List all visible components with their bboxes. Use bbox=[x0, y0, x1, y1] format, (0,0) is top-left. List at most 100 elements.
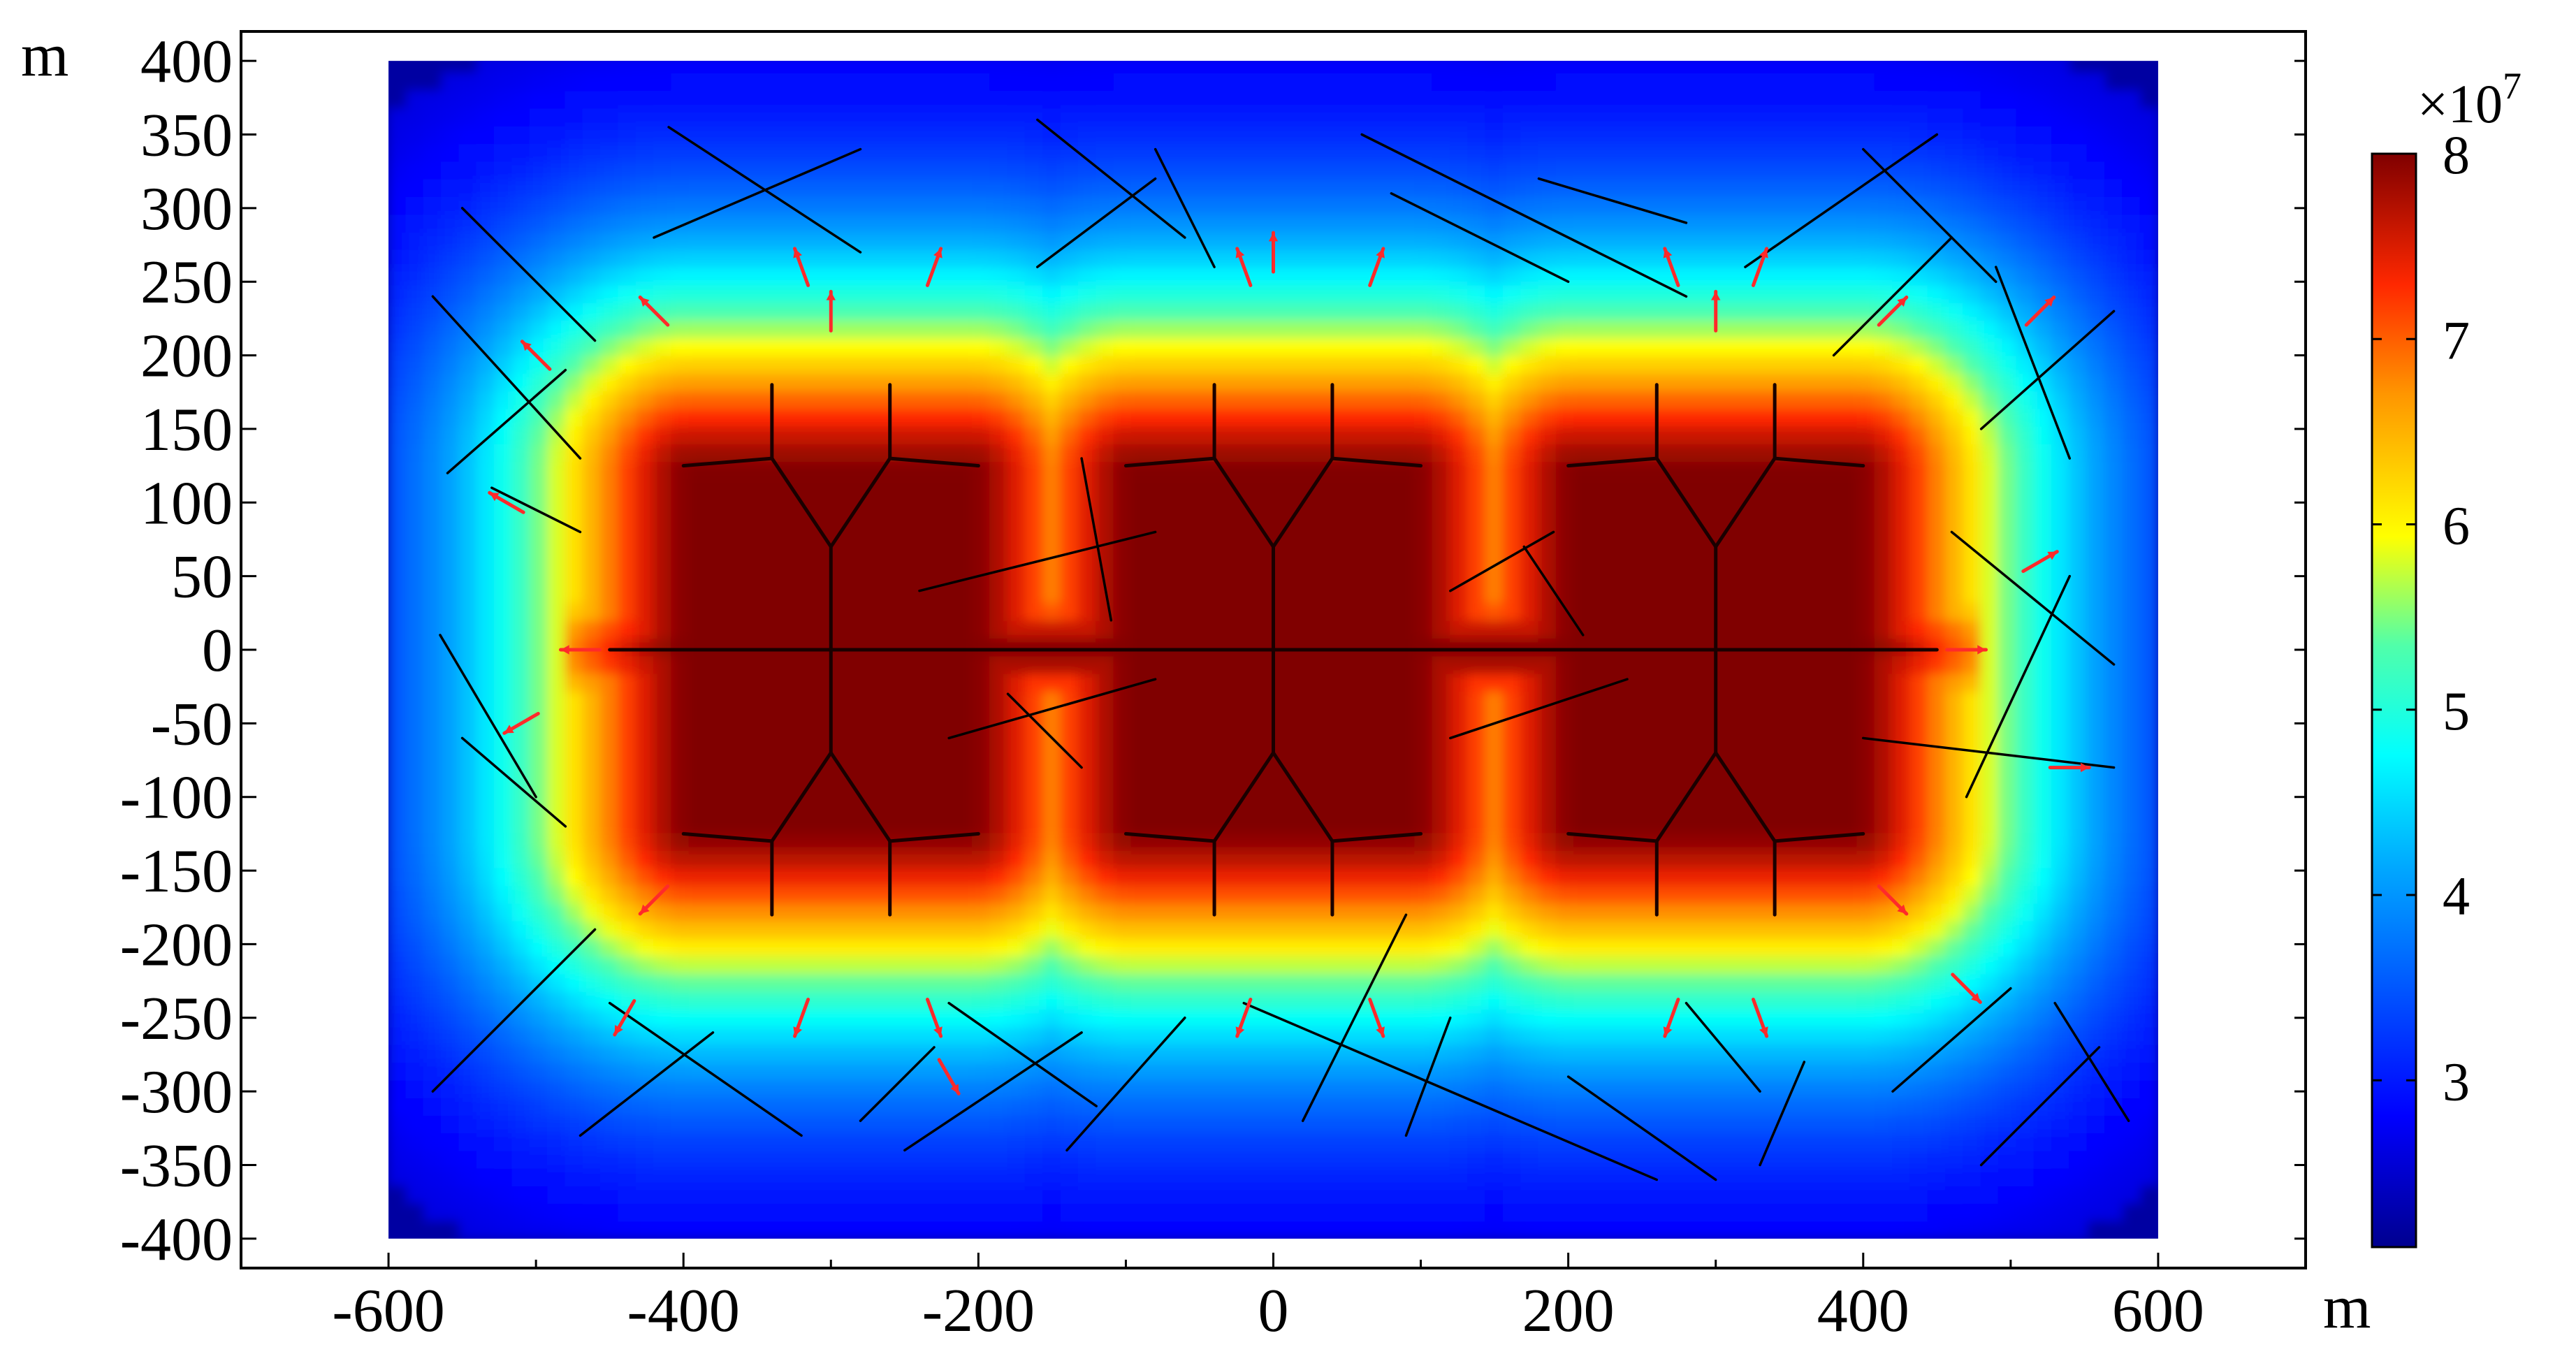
heatmap-cell bbox=[1184, 602, 1204, 621]
heatmap-cell bbox=[441, 1008, 460, 1028]
heatmap-cell bbox=[1077, 672, 1098, 692]
heatmap-cell bbox=[1219, 61, 1239, 73]
heatmap-cell bbox=[1502, 72, 1522, 92]
heatmap-cell bbox=[1396, 849, 1416, 868]
heatmap-cell bbox=[1432, 514, 1451, 533]
heatmap-cell bbox=[1024, 61, 1045, 73]
heatmap-cell bbox=[1096, 177, 1115, 197]
heatmap-cell bbox=[1414, 796, 1434, 815]
heatmap-cell bbox=[653, 973, 673, 992]
heatmap-cell bbox=[918, 301, 938, 321]
heatmap-cell bbox=[741, 973, 761, 992]
heatmap-cell bbox=[1414, 672, 1434, 692]
heatmap-cell bbox=[1149, 919, 1168, 939]
heatmap-cell bbox=[1520, 672, 1540, 692]
heatmap-cell bbox=[511, 919, 531, 939]
heatmap-cell bbox=[635, 196, 655, 215]
heatmap-cell bbox=[1077, 584, 1098, 604]
heatmap-cell bbox=[741, 814, 761, 833]
heatmap-cell bbox=[777, 1149, 796, 1169]
heatmap-cell bbox=[1538, 1061, 1557, 1081]
heatmap-cell bbox=[1024, 778, 1045, 798]
heatmap-cell bbox=[971, 1149, 991, 1169]
heatmap-cell bbox=[971, 284, 991, 303]
heatmap-cell bbox=[741, 460, 761, 480]
heatmap-cell bbox=[1573, 1167, 1593, 1186]
heatmap-cell bbox=[1308, 725, 1327, 745]
heatmap-cell bbox=[476, 495, 496, 516]
heatmap-cell bbox=[1024, 284, 1045, 303]
heatmap-cell bbox=[865, 761, 885, 780]
heatmap-cell bbox=[847, 1008, 867, 1028]
heatmap-cell bbox=[476, 177, 496, 197]
heatmap-cell bbox=[618, 177, 637, 197]
heatmap-cell bbox=[1502, 831, 1522, 851]
heatmap-cell bbox=[1237, 973, 1257, 992]
heatmap-cell bbox=[777, 354, 796, 374]
heatmap-cell bbox=[901, 1202, 920, 1222]
heatmap-cell bbox=[777, 89, 796, 109]
heatmap-cell bbox=[1555, 637, 1576, 657]
heatmap-cell bbox=[847, 72, 867, 92]
heatmap-cell bbox=[618, 637, 637, 657]
heatmap-cell bbox=[1361, 919, 1381, 939]
heatmap-cell bbox=[618, 284, 637, 303]
heatmap-cell bbox=[1113, 248, 1133, 268]
heatmap-cell bbox=[494, 831, 514, 851]
heatmap-cell bbox=[830, 708, 850, 727]
heatmap-cell bbox=[777, 725, 796, 745]
heatmap-cell bbox=[1538, 637, 1557, 657]
heatmap-cell bbox=[1042, 655, 1062, 674]
heatmap-cell bbox=[812, 390, 832, 409]
heatmap-cell bbox=[423, 1149, 443, 1169]
heatmap-cell bbox=[1697, 495, 1717, 516]
heatmap-cell bbox=[1661, 319, 1682, 339]
heatmap-cell bbox=[777, 761, 796, 780]
heatmap-cell bbox=[511, 213, 531, 233]
heatmap-cell bbox=[1697, 655, 1717, 674]
heatmap-cell bbox=[706, 548, 726, 568]
heatmap-cell bbox=[1661, 619, 1682, 639]
heatmap-cell bbox=[936, 761, 956, 780]
heatmap-cell bbox=[883, 1043, 903, 1063]
heatmap-cell bbox=[1680, 919, 1699, 939]
heatmap-cell bbox=[635, 1149, 655, 1169]
heatmap-cell bbox=[1502, 902, 1522, 922]
heatmap-cell bbox=[936, 619, 956, 639]
heatmap-cell bbox=[1591, 1061, 1610, 1081]
heatmap-cell bbox=[405, 1079, 425, 1098]
heatmap-cell bbox=[1166, 266, 1186, 286]
heatmap-cell bbox=[1308, 778, 1327, 798]
heatmap-cell bbox=[936, 796, 956, 815]
heatmap-cell bbox=[1608, 514, 1629, 533]
heatmap-cell bbox=[1060, 531, 1079, 551]
heatmap-cell bbox=[989, 231, 1009, 250]
heatmap-cell bbox=[1555, 1149, 1576, 1169]
heatmap-cell bbox=[1077, 990, 1098, 1010]
heatmap-cell bbox=[1361, 725, 1381, 745]
heatmap-cell bbox=[1644, 124, 1664, 145]
heatmap-cell bbox=[847, 319, 867, 339]
heatmap-cell bbox=[1219, 548, 1239, 568]
heatmap-cell bbox=[1202, 284, 1221, 303]
heatmap-cell bbox=[1361, 1132, 1381, 1151]
heatmap-cell bbox=[706, 89, 726, 109]
heatmap-cell bbox=[989, 849, 1009, 868]
heatmap-cell bbox=[1042, 955, 1062, 975]
heatmap-cell bbox=[954, 495, 973, 516]
heatmap-cell bbox=[1130, 495, 1151, 516]
heatmap-cell bbox=[706, 814, 726, 833]
heatmap-cell bbox=[635, 866, 655, 887]
heatmap-cell bbox=[1555, 778, 1576, 798]
heatmap-cell bbox=[688, 938, 708, 957]
heatmap-cell bbox=[600, 337, 620, 356]
heatmap-cell bbox=[1308, 796, 1327, 815]
heatmap-cell bbox=[989, 1185, 1009, 1204]
heatmap-cell bbox=[936, 231, 956, 250]
heatmap-cell bbox=[1591, 567, 1610, 586]
heatmap-cell bbox=[918, 1220, 938, 1239]
heatmap-cell bbox=[1255, 973, 1274, 992]
heatmap-cell bbox=[1237, 372, 1257, 392]
heatmap-cell bbox=[1325, 885, 1345, 904]
heatmap-cell bbox=[1485, 425, 1504, 444]
